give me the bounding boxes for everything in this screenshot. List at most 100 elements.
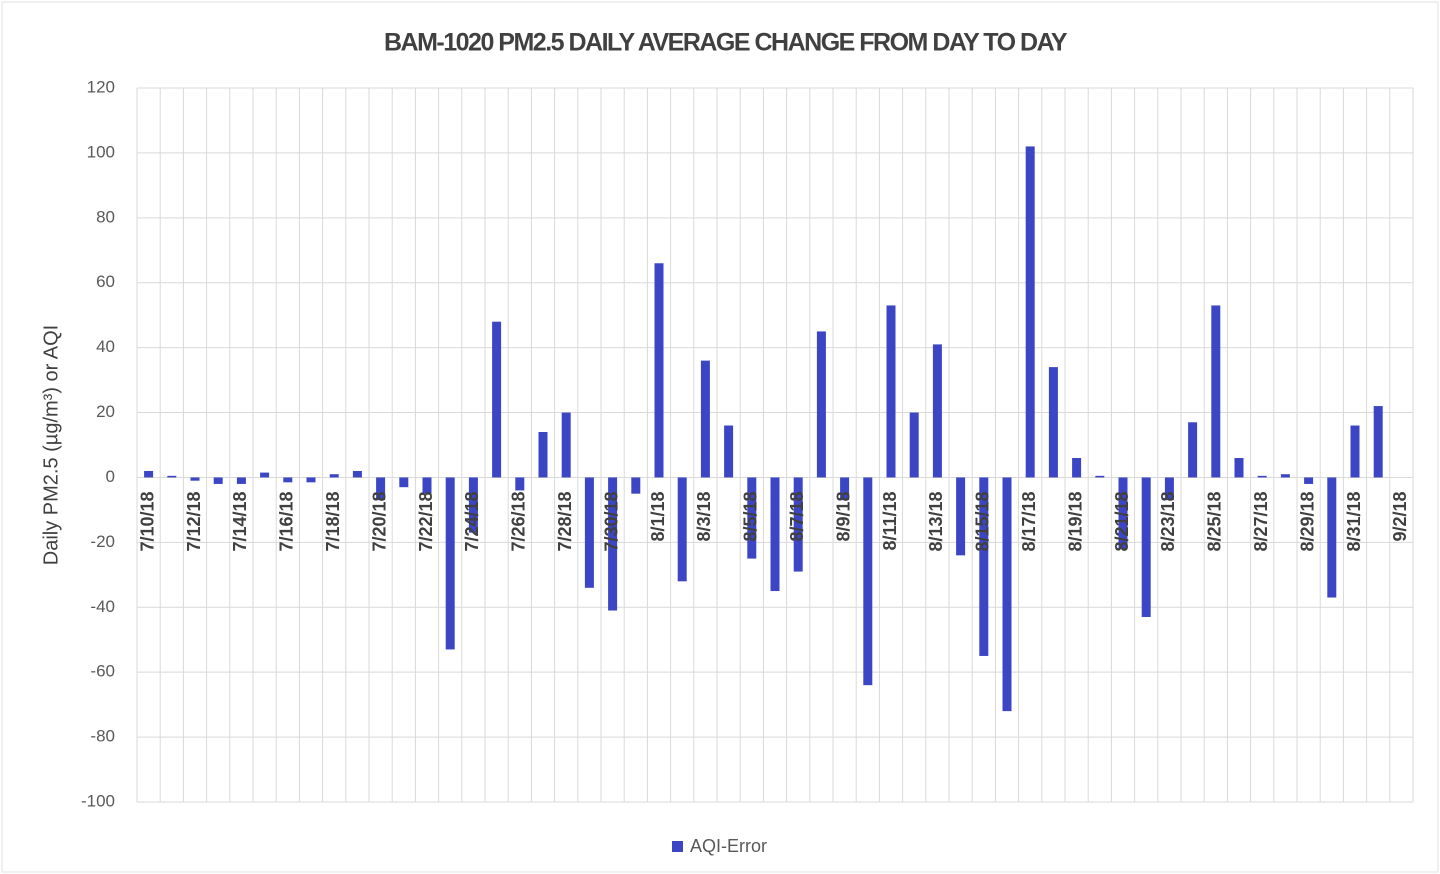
y-tick-label: -100 bbox=[81, 791, 115, 810]
bar bbox=[1095, 475, 1105, 478]
bar bbox=[190, 477, 200, 481]
y-tick-label: -40 bbox=[90, 597, 115, 616]
bar bbox=[979, 477, 989, 656]
x-tick-label: 7/14/18 bbox=[230, 491, 250, 551]
bar bbox=[213, 477, 223, 484]
bar bbox=[306, 477, 316, 483]
x-tick-label: 8/19/18 bbox=[1065, 491, 1085, 551]
x-tick-label: 7/26/18 bbox=[509, 491, 529, 551]
y-tick-label: 100 bbox=[87, 142, 115, 161]
bar bbox=[1002, 477, 1012, 712]
bar bbox=[1350, 425, 1360, 478]
bar bbox=[1373, 406, 1383, 478]
x-tick-label: 8/9/18 bbox=[833, 491, 853, 541]
x-tick-label: 7/30/18 bbox=[601, 491, 621, 551]
bar bbox=[654, 263, 664, 478]
bar bbox=[677, 477, 687, 582]
x-tick-label: 7/24/18 bbox=[462, 491, 482, 551]
bar bbox=[144, 470, 154, 478]
x-tick-label: 7/10/18 bbox=[137, 491, 157, 551]
bar bbox=[492, 321, 502, 478]
bar bbox=[1211, 305, 1221, 478]
x-tick-label: 7/18/18 bbox=[323, 491, 343, 551]
bar bbox=[422, 477, 432, 494]
bar bbox=[1257, 475, 1267, 478]
x-tick-label: 8/11/18 bbox=[880, 491, 900, 550]
bar bbox=[1141, 477, 1151, 618]
bar bbox=[352, 470, 362, 478]
x-tick-label: 8/27/18 bbox=[1251, 491, 1271, 551]
x-tick-label: 8/15/18 bbox=[973, 491, 993, 551]
bar bbox=[561, 412, 571, 478]
bar bbox=[376, 477, 386, 501]
x-tick-label: 8/25/18 bbox=[1205, 491, 1225, 551]
bar bbox=[863, 477, 873, 686]
x-tick-label: 8/21/18 bbox=[1112, 491, 1132, 551]
x-tick-label: 7/12/18 bbox=[184, 491, 204, 551]
x-tick-label: 8/7/18 bbox=[787, 491, 807, 541]
bar bbox=[1234, 457, 1244, 478]
y-tick-label: 40 bbox=[96, 337, 115, 356]
y-tick-label: 120 bbox=[87, 77, 115, 96]
x-tick-label: 7/16/18 bbox=[277, 491, 297, 551]
bar bbox=[1188, 422, 1198, 478]
x-tick-label: 8/29/18 bbox=[1297, 491, 1317, 551]
bar bbox=[816, 331, 826, 478]
bar bbox=[1327, 477, 1337, 598]
bar bbox=[167, 475, 177, 478]
bar bbox=[1304, 477, 1314, 484]
x-tick-label: 8/1/18 bbox=[648, 491, 668, 541]
legend-label: AQI-Error bbox=[690, 836, 767, 856]
bar bbox=[700, 360, 710, 478]
bar bbox=[932, 344, 942, 478]
bar bbox=[329, 474, 339, 478]
bar bbox=[770, 477, 780, 592]
bar bbox=[468, 477, 478, 533]
bar bbox=[724, 425, 734, 478]
bar bbox=[1280, 474, 1290, 478]
bar bbox=[399, 477, 409, 488]
x-tick-label: 8/13/18 bbox=[926, 491, 946, 551]
bar bbox=[1025, 146, 1035, 478]
y-tick-label: 0 bbox=[106, 467, 115, 486]
y-tick-label: 20 bbox=[96, 402, 115, 421]
chart-title: BAM-1020 PM2.5 DAILY AVERAGE CHANGE FROM… bbox=[384, 29, 1068, 57]
bar bbox=[283, 477, 293, 483]
bar bbox=[631, 477, 641, 494]
bar bbox=[747, 477, 757, 559]
bar bbox=[793, 477, 803, 572]
bar bbox=[538, 432, 548, 478]
bar bbox=[1164, 477, 1174, 501]
x-tick-label: 8/3/18 bbox=[694, 491, 714, 541]
x-tick-label: 7/28/18 bbox=[555, 491, 575, 551]
bar bbox=[608, 477, 618, 611]
bar bbox=[1118, 477, 1128, 549]
x-tick-label: 7/20/18 bbox=[369, 491, 389, 551]
bar bbox=[956, 477, 966, 556]
bar bbox=[445, 477, 455, 650]
bar bbox=[1072, 457, 1082, 478]
y-axis-label: Daily PM2.5 (µg/m³) or AQI bbox=[40, 325, 62, 565]
bar bbox=[236, 477, 246, 484]
x-tick-label: 9/2/18 bbox=[1390, 491, 1410, 541]
y-tick-label: -80 bbox=[90, 727, 115, 746]
bar bbox=[260, 472, 270, 478]
legend-swatch bbox=[672, 841, 683, 852]
y-tick-label: -60 bbox=[90, 662, 115, 681]
x-tick-label: 7/22/18 bbox=[416, 491, 436, 551]
x-tick-label: 8/23/18 bbox=[1158, 491, 1178, 551]
bar bbox=[1048, 367, 1058, 478]
bar bbox=[909, 412, 919, 478]
y-tick-label: 60 bbox=[96, 272, 115, 291]
bar bbox=[584, 477, 594, 588]
bar bbox=[886, 305, 896, 478]
x-tick-label: 8/5/18 bbox=[741, 491, 761, 541]
x-tick-label: 8/31/18 bbox=[1344, 491, 1364, 551]
y-tick-label: 80 bbox=[96, 207, 115, 226]
bar bbox=[515, 477, 525, 491]
bar bbox=[840, 477, 850, 501]
y-tick-label: -20 bbox=[90, 532, 115, 551]
x-tick-label: 8/17/18 bbox=[1019, 491, 1039, 551]
